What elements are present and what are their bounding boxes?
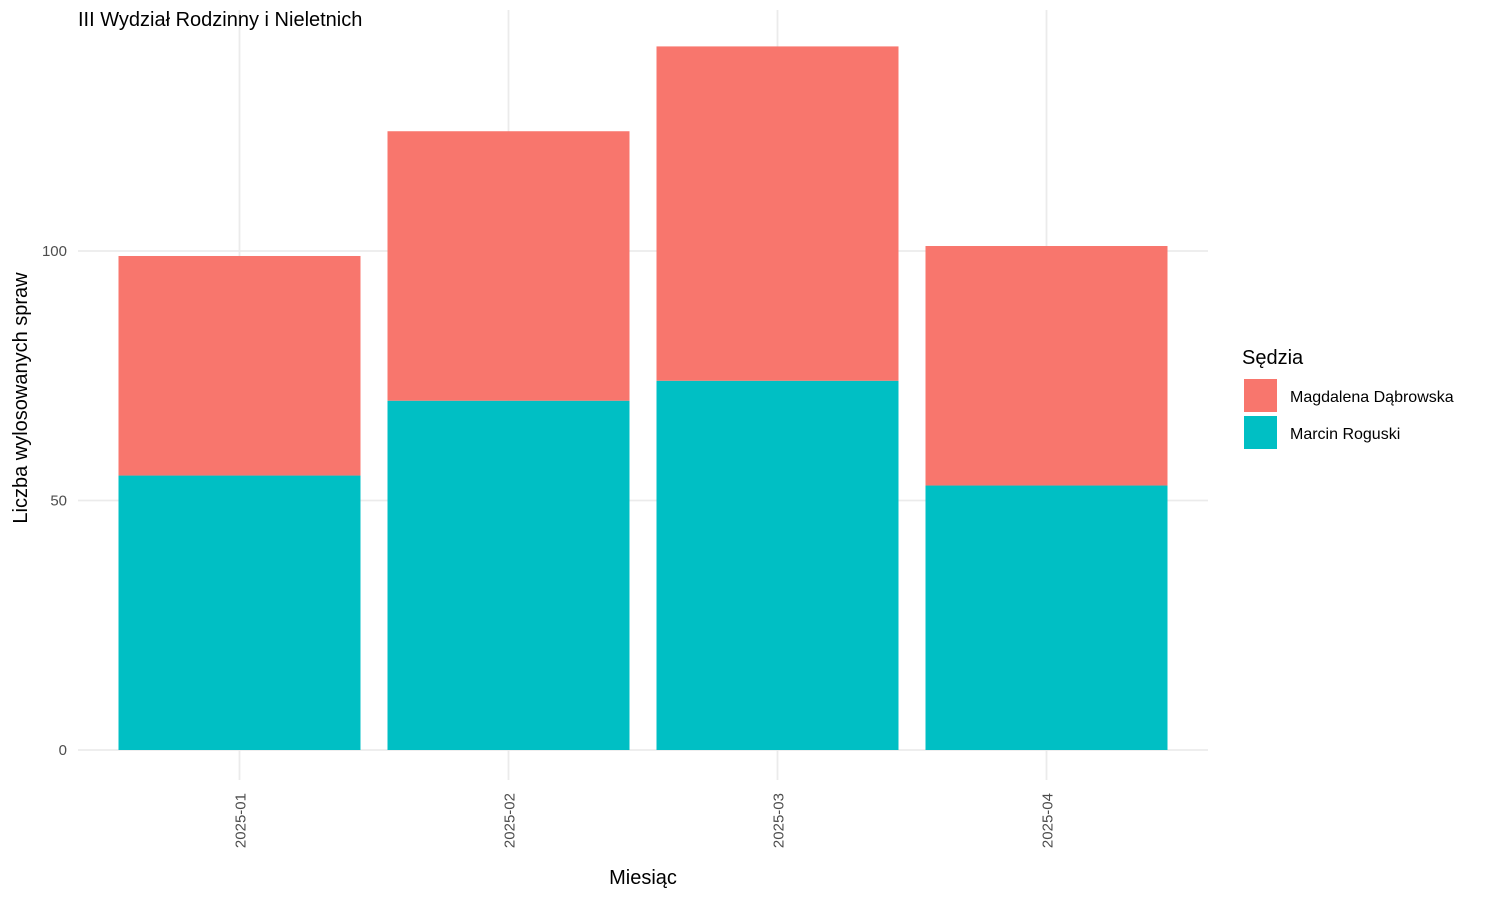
- tick-labels: 0 50 100 2025-01 2025-02 2025-03 2025-04: [42, 243, 1057, 848]
- legend: Sędzia Magdalena Dąbrowska Marcin Roguski: [1242, 347, 1454, 449]
- x-tick-label: 2025-02: [502, 793, 519, 848]
- bar-2025-02-marcin-roguski: [387, 400, 630, 750]
- x-tick-label: 2025-04: [1040, 793, 1057, 848]
- legend-title: Sędzia: [1242, 347, 1304, 369]
- bars: [118, 46, 1168, 750]
- bar-2025-02-magdalena-dąbrowska: [387, 131, 630, 401]
- bar-2025-01-magdalena-dąbrowska: [118, 255, 361, 476]
- bar-2025-04-marcin-roguski: [925, 485, 1168, 750]
- legend-label: Marcin Roguski: [1290, 426, 1400, 443]
- x-axis-title: Miesiąc: [609, 867, 677, 889]
- bar-2025-04-magdalena-dąbrowska: [925, 246, 1168, 486]
- y-tick-label: 0: [59, 742, 67, 759]
- chart-title: III Wydział Rodzinny i Nieletnich: [78, 9, 362, 31]
- legend-key: [1244, 416, 1277, 449]
- bar-2025-03-marcin-roguski: [656, 380, 899, 750]
- x-tick-label: 2025-03: [771, 793, 788, 848]
- y-axis-title: Liczba wylosowanych spraw: [10, 272, 32, 524]
- bar-2025-01-marcin-roguski: [118, 475, 361, 750]
- y-tick-label: 100: [42, 243, 67, 260]
- legend-key: [1244, 379, 1277, 412]
- bar-2025-03-magdalena-dąbrowska: [656, 46, 899, 381]
- legend-label: Magdalena Dąbrowska: [1290, 389, 1454, 406]
- x-tick-label: 2025-01: [233, 793, 250, 848]
- y-tick-label: 50: [50, 493, 67, 510]
